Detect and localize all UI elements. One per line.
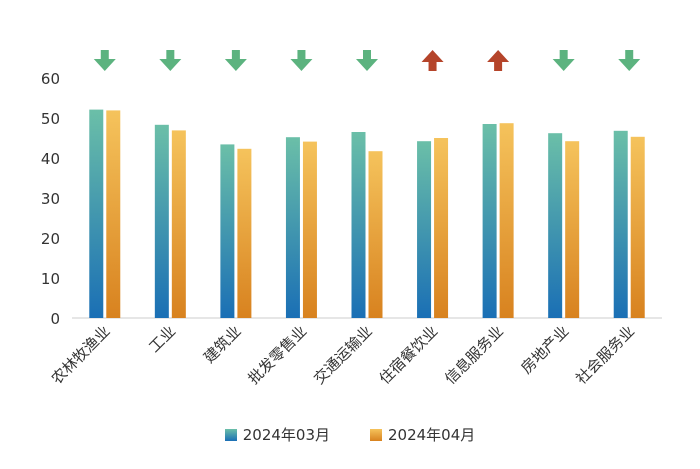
bar-series-1 [220, 144, 235, 318]
bar-series-1 [482, 124, 497, 318]
x-tick-label: 工业 [145, 322, 179, 356]
bar-series-2 [237, 148, 252, 318]
legend-swatch [224, 428, 237, 441]
bar-series-1 [89, 109, 104, 318]
arrow-down-icon [224, 50, 247, 71]
bar-series-2 [106, 110, 121, 319]
legend-item-series-1: 2024年03月 [224, 424, 330, 445]
bar-series-2 [565, 141, 580, 318]
y-tick-label: 60 [41, 70, 60, 88]
bar-series-1 [417, 141, 432, 318]
arrow-up-icon [421, 50, 444, 71]
arrow-down-icon [618, 50, 641, 71]
x-tick-label: 房地产业 [517, 322, 572, 377]
y-tick-label: 10 [41, 270, 60, 288]
bar-series-1 [613, 130, 628, 318]
bar-series-1 [351, 132, 366, 318]
arrow-up-icon [487, 50, 510, 71]
arrow-down-icon [552, 50, 575, 71]
y-tick-label: 20 [41, 230, 60, 248]
legend: 2024年03月 2024年04月 [0, 424, 700, 445]
x-tick-label: 农林牧渔业 [48, 322, 114, 388]
y-tick-label: 50 [41, 110, 60, 128]
arrow-down-icon [93, 50, 116, 71]
bar-chart: 0 10 20 30 40 50 60 农林牧渔业 工业 建筑业 批发零售业 交通运输业 住宿餐饮业信… [41, 50, 662, 388]
y-tick-label: 40 [41, 150, 60, 168]
bar-series-2 [302, 141, 317, 318]
bar-series-2 [499, 123, 514, 318]
bar-series-2 [171, 130, 186, 318]
arrow-down-icon [356, 50, 378, 71]
x-tick-label: 建筑业 [200, 322, 245, 367]
legend-item-series-2: 2024年04月 [370, 424, 475, 445]
legend-swatch [370, 428, 382, 441]
x-tick-label: 信息服务业 [441, 322, 507, 388]
bar-series-2 [368, 151, 383, 318]
bar-series-2 [434, 138, 449, 318]
x-tick-label: 交通运输业 [310, 322, 376, 388]
x-tick-label: 批发零售业 [245, 322, 311, 388]
trend-arrows [93, 50, 641, 71]
x-tick-label: 社会服务业 [572, 322, 638, 388]
y-axis: 0 10 20 30 40 50 60 [41, 70, 60, 328]
y-tick-label: 30 [41, 190, 60, 208]
bar-series-1 [548, 133, 563, 318]
legend-label: 2024年04月 [388, 426, 476, 444]
arrow-down-icon [290, 50, 313, 71]
bar-series-1 [154, 124, 169, 318]
bar-series-2 [630, 136, 645, 318]
x-tick-label: 住宿餐饮业 [376, 322, 442, 388]
y-tick-label: 0 [50, 310, 60, 328]
arrow-down-icon [159, 50, 182, 71]
x-axis: 农林牧渔业 工业 建筑业 批发零售业 交通运输业 住宿餐饮业 信息服务业 房地产业 社会服务业 [48, 322, 638, 388]
bars [89, 109, 645, 319]
legend-label: 2024年03月 [242, 426, 330, 444]
bar-series-1 [285, 137, 300, 318]
